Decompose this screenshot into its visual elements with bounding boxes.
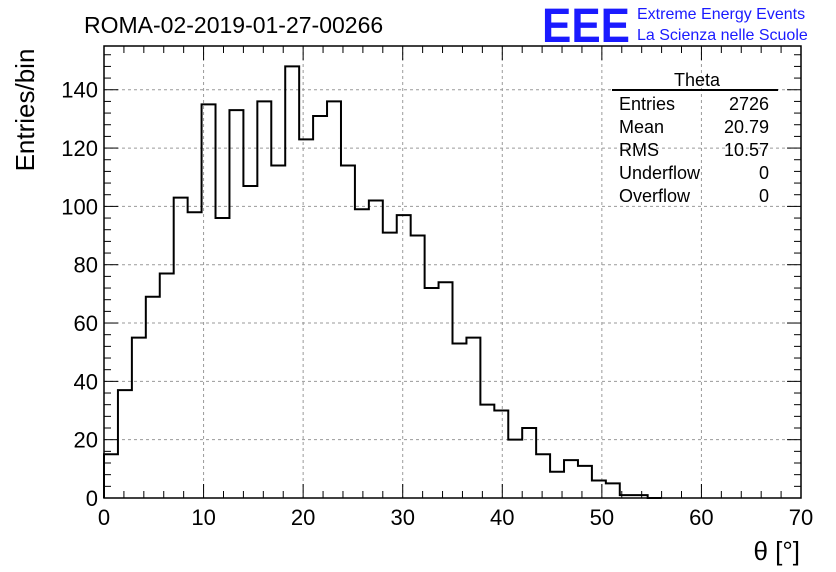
histogram-outline [103,65,662,499]
histogram-bin [425,288,439,498]
plot-frame [103,45,802,499]
histogram-bin [536,454,550,498]
y-tick-label: 40 [74,369,98,394]
logo-line-2: La Scienza nelle Scuole [637,27,808,44]
y-tick-label: 140 [61,78,98,103]
x-tick-label: 30 [390,505,414,530]
stats-title: Theta [674,70,721,90]
x-tick-label: 40 [490,505,514,530]
stats-row-label: Mean [619,117,664,137]
histogram-bin [299,139,313,498]
histogram-bin [243,186,257,498]
histogram-bin [132,338,146,498]
histogram-bin [606,483,620,498]
histogram-bin [480,405,494,498]
eee-logo: EEE Extreme Energy Events La Scienza nel… [542,0,808,53]
y-tick-label: 120 [61,136,98,161]
histogram-bin [118,390,132,498]
y-tick-label: 20 [74,428,98,453]
x-axis-label: θ [°] [753,536,800,566]
y-tick-label: 0 [86,486,98,511]
stats-row-label: RMS [619,140,659,160]
stats-row-value: 20.79 [724,117,769,137]
histogram-bin [383,233,397,498]
histogram-bin [257,101,271,498]
histogram-bin [327,101,341,498]
histogram-bin [439,282,453,498]
tick-labels: 0 10 20 30 40 50 60 70 0 20 40 60 80 100 120 140 [61,78,813,530]
histogram-bin [522,428,536,498]
y-tick-label: 60 [74,311,98,336]
stats-row-value: 10.57 [724,140,769,160]
histogram-bin [202,104,216,498]
stats-row-label: Entries [619,94,675,114]
stats-row-label: Underflow [619,163,701,183]
stats-row-value: 2726 [729,94,769,114]
run-title: ROMA-02-2019-01-27-00266 [84,12,383,38]
histogram-bin [494,411,508,498]
histogram-bin [453,343,467,498]
histogram-bin [369,201,383,498]
histogram-bin [160,273,174,498]
histogram-bin [104,454,118,498]
histogram-bin [174,198,188,498]
stats-row-value: 0 [759,186,769,206]
stats-box: Theta Entries 2726 Mean 20.79 RMS 10.57 Underfl… [612,70,778,206]
histogram-bin [146,297,160,498]
histogram-bin [271,166,285,498]
x-tick-label: 0 [98,505,110,530]
y-axis-label: Entries/bin [10,49,40,172]
logo-line-1: Extreme Energy Events [637,6,805,23]
histogram-bin [341,166,355,498]
x-tick-label: 10 [191,505,215,530]
eee-logo-mark: EEE [542,0,630,53]
histogram-bin [355,209,369,498]
x-tick-label: 70 [789,505,813,530]
histogram [103,65,662,499]
histogram-bin [466,338,480,498]
x-tick-label: 50 [590,505,614,530]
axes [103,45,802,499]
histogram-bin [188,212,202,498]
histogram-bin [285,66,299,498]
x-tick-label: 20 [291,505,315,530]
histogram-bin [564,460,578,498]
y-tick-label: 100 [61,194,98,219]
y-tick-label: 80 [74,253,98,278]
histogram-bin [397,215,411,498]
histogram-bin [313,116,327,498]
stats-row-value: 0 [759,163,769,183]
histogram-bin [411,236,425,498]
histogram-bin [592,481,606,498]
stats-row-label: Overflow [619,186,691,206]
x-tick-label: 60 [689,505,713,530]
histogram-bin [216,218,230,498]
histogram-bin [578,466,592,498]
histogram-bin [229,110,243,498]
histogram-bin [508,440,522,498]
